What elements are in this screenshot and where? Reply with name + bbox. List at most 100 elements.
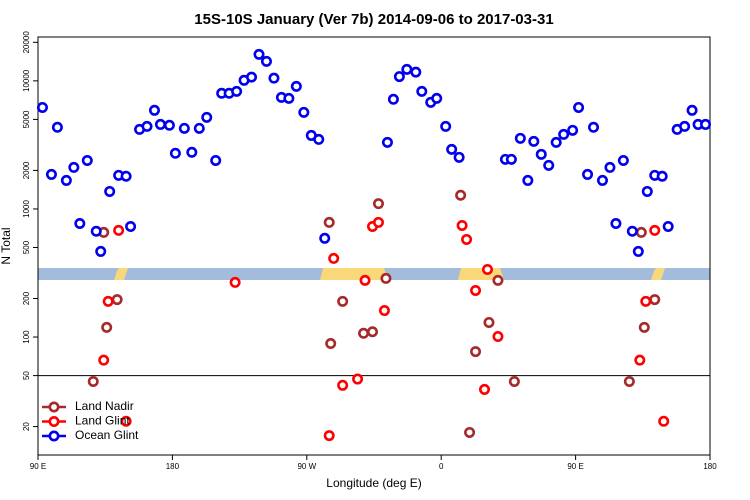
point [380,272,392,284]
point [410,66,422,78]
point [440,120,452,132]
point [505,153,517,165]
y-tick-label: 2000 [22,161,31,179]
point [163,119,175,131]
point [169,147,181,159]
point [700,118,712,130]
point [640,295,652,307]
point [456,219,468,231]
legend-label: Land Nadir [75,399,134,413]
point [298,106,310,118]
point [186,146,198,158]
point [260,55,272,67]
point [36,101,48,113]
point [514,132,526,144]
point [522,174,534,186]
y-tick-label: 100 [22,330,31,344]
point [626,225,638,237]
point [319,232,331,244]
point [120,415,132,427]
point [231,85,243,97]
point [95,245,107,257]
point [632,245,644,257]
land-strip [651,268,665,280]
y-tick-label: 1000 [22,200,31,218]
point [479,383,491,395]
point [253,48,265,60]
point [372,198,384,210]
point [470,284,482,296]
legend-marker [48,415,60,427]
chart-title: 15S-10S January (Ver 7b) 2014-09-06 to 2… [194,11,553,28]
y-axis-label: N Total [0,227,13,264]
point [387,93,399,105]
point [641,185,653,197]
point [352,373,364,385]
x-tick-label: 0 [439,462,444,471]
point [470,346,482,358]
point [446,143,458,155]
point [98,354,110,366]
point [686,104,698,116]
point [81,154,93,166]
y-tick-label: 10000 [22,69,31,92]
point [662,220,674,232]
legend-label: Ocean Glint [75,428,139,442]
point [453,151,465,163]
point [45,168,57,180]
point [201,111,213,123]
point [492,274,504,286]
point [101,321,113,333]
point [604,161,616,173]
point [323,430,335,442]
point [381,136,393,148]
point [313,133,325,145]
point [635,226,647,238]
point [455,189,467,201]
point [367,326,379,338]
legend-marker [48,401,60,413]
point [656,170,668,182]
point [290,80,302,92]
x-tick-label: 90 E [567,462,583,471]
point [337,295,349,307]
point [74,217,86,229]
point [393,71,405,83]
point [567,124,579,136]
point [679,120,691,132]
plot-frame [37,36,711,456]
point [359,274,371,286]
point [358,327,370,339]
y-tick-label: 200 [22,291,31,305]
point [582,168,594,180]
x-tick-label: 180 [166,462,180,471]
point [508,375,520,387]
land-strip [320,268,388,280]
point [328,252,340,264]
point [325,338,337,350]
x-axis-label: Longitude (deg E) [326,476,421,490]
point [558,128,570,140]
point [588,121,600,133]
point [154,118,166,130]
point [90,225,102,237]
point [68,161,80,173]
point [658,415,670,427]
point [51,121,63,133]
point [113,224,125,236]
land-strip [114,268,128,280]
point [102,295,114,307]
legend-label: Land Glint [75,414,130,428]
point [210,154,222,166]
point [401,63,413,75]
point [337,379,349,391]
y-tick-label: 20000 [22,31,31,54]
y-tick-label: 50 [22,371,31,380]
point [431,92,443,104]
point [634,354,646,366]
point [649,294,661,306]
point [638,321,650,333]
legend-marker [48,430,60,442]
point [649,224,661,236]
